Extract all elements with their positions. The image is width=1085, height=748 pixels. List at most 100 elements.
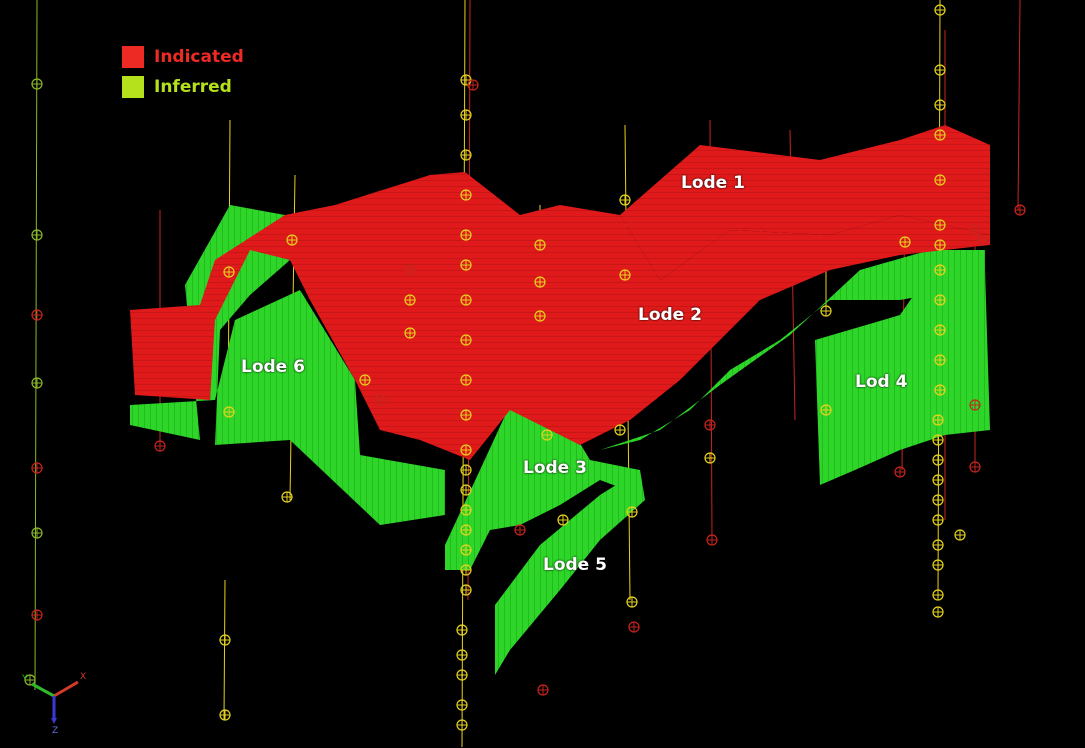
drillhole-collar-icon <box>934 219 946 231</box>
drillhole-collar-icon <box>460 149 472 161</box>
drillhole-collar-icon <box>219 709 231 721</box>
drillhole-collar-icon <box>460 259 472 271</box>
drillhole-collar-icon <box>934 384 946 396</box>
drillhole-collar-icon <box>932 589 944 601</box>
drillhole-collar-icon <box>969 461 981 473</box>
drillhole-collar-icon <box>932 606 944 618</box>
drillhole-collar-icon <box>626 596 638 608</box>
lode-5-inferred-body <box>495 470 645 675</box>
drillhole-collar-icon <box>934 4 946 16</box>
axis-x-label: X <box>80 672 87 682</box>
axis-triad-icon[interactable]: X Y Z <box>18 664 98 744</box>
drillhole-collar-icon <box>628 621 640 633</box>
drillhole-collar-icon <box>359 374 371 386</box>
drillhole-trace <box>34 0 38 691</box>
drillhole-collar-icon <box>534 239 546 251</box>
drillhole-collar-icon <box>31 527 43 539</box>
lode-2-indicated-body <box>130 172 990 460</box>
lode-2-lower-inferred-body <box>600 250 985 450</box>
drillhole-collar-icon <box>404 327 416 339</box>
drillhole-collar-icon <box>31 462 43 474</box>
drillhole-collar-icon <box>467 79 479 91</box>
legend-label-indicated: Indicated <box>154 47 244 67</box>
lode-1-label: Lode 1 <box>681 173 745 193</box>
drillhole-collar-icon <box>456 649 468 661</box>
drillhole-collar-icon <box>219 634 231 646</box>
drillhole-collar-icon <box>286 234 298 246</box>
drillhole-collar-icon <box>281 491 293 503</box>
drillhole-collar-icon <box>932 559 944 571</box>
drillhole-collar-icon <box>31 609 43 621</box>
drillhole-collar-icon <box>31 229 43 241</box>
drillhole-collar-icon <box>460 484 472 496</box>
drillhole-collar-icon <box>456 669 468 681</box>
drillhole-collar-icon <box>154 440 166 452</box>
drillhole-collar-icon <box>932 454 944 466</box>
drillhole-collar-icon <box>460 544 472 556</box>
drillhole-collar-icon <box>934 174 946 186</box>
lode-1-indicated-body <box>620 125 990 280</box>
drillhole-collar-icon <box>456 624 468 636</box>
drillhole-collar-icon <box>934 294 946 306</box>
drillhole-collar-icon <box>460 294 472 306</box>
lode-4-label: Lod 4 <box>855 372 908 392</box>
drillhole-collar-icon <box>934 64 946 76</box>
drillhole-collar-icon <box>820 305 832 317</box>
drillhole-collar-icon <box>894 466 906 478</box>
drillhole-collar-icon <box>934 354 946 366</box>
drillhole-collar-icon <box>704 419 716 431</box>
drillhole-collar-icon <box>976 234 988 246</box>
axis-z-label: Z <box>52 726 59 736</box>
drillhole-collar-icon <box>557 514 569 526</box>
drillhole-collar-icon <box>534 276 546 288</box>
drillhole-collar-icon <box>534 310 546 322</box>
drillhole-collar-icon <box>460 524 472 536</box>
lode-4-inferred-body <box>815 250 990 485</box>
drillhole-collar-icon <box>223 406 235 418</box>
drillhole-collar-icon <box>460 584 472 596</box>
drillhole-collar-icon <box>537 684 549 696</box>
drillhole-collar-icon <box>969 399 981 411</box>
axis-triad-graphic <box>31 680 79 724</box>
inferred-swatch <box>122 76 144 98</box>
lode-5-label: Lode 5 <box>543 555 607 575</box>
lode-3-inferred-body <box>445 405 640 570</box>
drillhole-trace <box>223 579 226 721</box>
drillhole-collar-icon <box>460 109 472 121</box>
legend-item-inferred: Inferred <box>122 72 244 102</box>
drillhole-collar-icon <box>932 434 944 446</box>
drillhole-collar-icon <box>460 189 472 201</box>
drillhole-collar-icon <box>934 99 946 111</box>
drillhole-collar-icon <box>31 377 43 389</box>
drillhole-collar-icon <box>404 264 416 276</box>
drillhole-collar-icon <box>460 374 472 386</box>
indicated-swatch <box>122 46 144 68</box>
drillhole-collar-icon <box>934 239 946 251</box>
indicated-bodies <box>130 125 990 460</box>
drillhole-collars <box>24 4 1026 731</box>
drillhole-collar-icon <box>954 529 966 541</box>
drillhole-collar-icon <box>626 506 638 518</box>
drillhole-collar-icon <box>934 324 946 336</box>
drillhole-collar-icon <box>223 266 235 278</box>
drillhole-trace <box>1017 0 1021 211</box>
drillhole-collar-icon <box>460 564 472 576</box>
drillhole-collar-icon <box>514 524 526 536</box>
drillhole-collar-icon <box>24 674 36 686</box>
drillhole-collar-icon <box>460 409 472 421</box>
drillhole-collar-icon <box>460 74 472 86</box>
drillhole-collar-icon <box>932 494 944 506</box>
drillhole-collar-icon <box>820 404 832 416</box>
drillhole-collar-icon <box>932 474 944 486</box>
legend-item-indicated: Indicated <box>122 42 244 72</box>
drillhole-collar-icon <box>619 269 631 281</box>
drillhole-collar-icon <box>404 294 416 306</box>
drillhole-collar-icon <box>460 444 472 456</box>
drillhole-collar-icon <box>460 464 472 476</box>
axis-y-label: Y <box>22 674 28 684</box>
drillhole-collar-icon <box>614 424 626 436</box>
drillhole-collar-icon <box>932 539 944 551</box>
drillhole-collar-icon <box>706 534 718 546</box>
